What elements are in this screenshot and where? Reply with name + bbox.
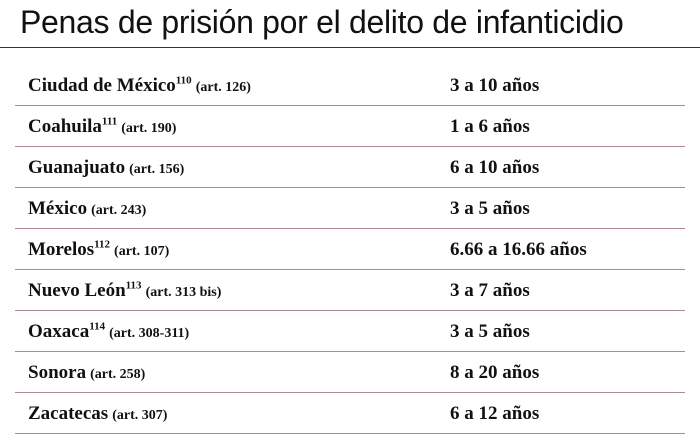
- penalty-cell: 3 a 7 años: [450, 280, 530, 301]
- state-name: México: [28, 198, 88, 219]
- state-cell: Nuevo León113 (art. 313 bis): [28, 271, 221, 311]
- table-row: Sonora (art. 258) 8 a 20 años: [15, 353, 685, 393]
- page-title: Penas de prisión por el delito de infant…: [20, 4, 624, 40]
- article-ref: (art. 307): [112, 408, 168, 423]
- penalty-cell: 6 a 12 años: [450, 403, 540, 424]
- penalty-cell: 8 a 20 años: [450, 362, 540, 383]
- article-ref: (art. 107): [114, 244, 170, 259]
- state-name: Zacatecas: [28, 403, 109, 424]
- table-row: Zacatecas (art. 307) 6 a 12 años: [15, 394, 685, 434]
- penalty-cell: 3 a 5 años: [450, 198, 530, 219]
- state-cell: Oaxaca114 (art. 308-311): [28, 312, 189, 352]
- article-ref: (art. 258): [90, 367, 146, 382]
- penalty-cell: 1 a 6 años: [450, 116, 530, 137]
- state-name: Sonora: [28, 362, 87, 383]
- table-row: Coahuila111 (art. 190) 1 a 6 años: [15, 107, 685, 147]
- state-name: Coahuila: [28, 116, 102, 137]
- article-ref: (art. 243): [91, 203, 147, 218]
- table-row: Morelos112 (art. 107) 6.66 a 16.66 años: [15, 230, 685, 270]
- article-ref: (art. 156): [129, 162, 185, 177]
- article-ref: (art. 190): [121, 121, 177, 136]
- state-name: Guanajuato: [28, 157, 126, 178]
- footnote-ref: 113: [125, 279, 142, 292]
- penalty-cell: 3 a 10 años: [450, 75, 540, 96]
- table-row: México (art. 243) 3 a 5 años: [15, 189, 685, 229]
- table-row: Ciudad de México110 (art. 126) 3 a 10 año…: [15, 66, 685, 106]
- article-ref: (art. 126): [195, 80, 251, 95]
- table-row: Oaxaca114 (art. 308-311) 3 a 5 años: [15, 312, 685, 352]
- state-cell: Zacatecas (art. 307): [28, 394, 167, 434]
- state-cell: Sonora (art. 258): [28, 353, 145, 393]
- article-ref: (art. 308-311): [109, 326, 190, 341]
- title-divider: [0, 47, 700, 48]
- penalties-table: Ciudad de México110 (art. 126) 3 a 10 año…: [15, 66, 685, 434]
- penalty-cell: 6.66 a 16.66 años: [450, 239, 587, 260]
- state-name: Nuevo León: [28, 280, 126, 301]
- footnote-ref: 114: [89, 320, 106, 333]
- state-cell: Ciudad de México110 (art. 126): [28, 66, 251, 106]
- state-cell: Coahuila111 (art. 190): [28, 107, 176, 147]
- footnote-ref: 112: [94, 238, 111, 251]
- state-name: Oaxaca: [28, 321, 90, 342]
- state-name: Ciudad de México: [28, 75, 176, 96]
- article-ref: (art. 313 bis): [145, 285, 222, 300]
- table-row: Guanajuato (art. 156) 6 a 10 años: [15, 148, 685, 188]
- state-cell: Guanajuato (art. 156): [28, 148, 184, 188]
- penalty-cell: 6 a 10 años: [450, 157, 540, 178]
- table-row: Nuevo León113 (art. 313 bis) 3 a 7 años: [15, 271, 685, 311]
- state-cell: México (art. 243): [28, 189, 146, 229]
- footnote-ref: 110: [175, 74, 192, 87]
- penalty-cell: 3 a 5 años: [450, 321, 530, 342]
- state-cell: Morelos112 (art. 107): [28, 230, 169, 270]
- state-name: Morelos: [28, 239, 95, 260]
- footnote-ref: 111: [101, 115, 118, 128]
